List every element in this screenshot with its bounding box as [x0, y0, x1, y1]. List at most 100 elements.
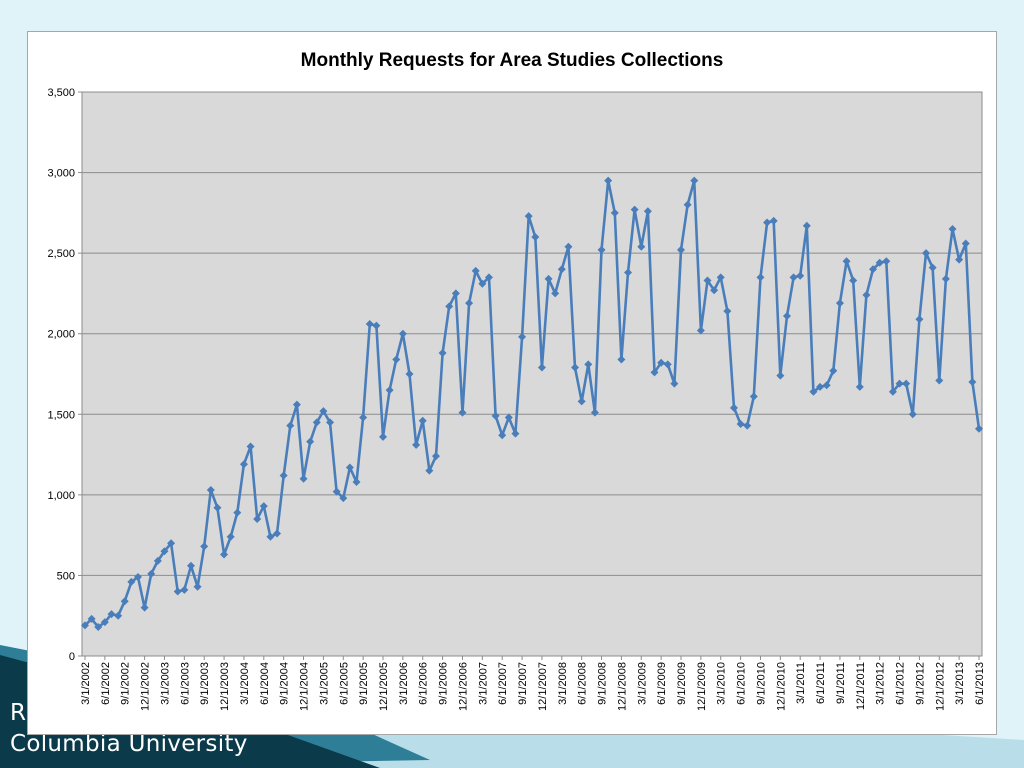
plot-area [81, 91, 983, 657]
data-point [279, 471, 288, 480]
data-point [213, 503, 222, 512]
data-point [127, 577, 136, 586]
data-point [478, 279, 487, 288]
data-point [650, 368, 659, 377]
data-point [849, 276, 858, 285]
data-point [604, 176, 613, 185]
x-tick-label: 12/1/2002 [140, 662, 152, 711]
data-point [193, 582, 202, 591]
data-point [379, 432, 387, 441]
data-point [690, 176, 699, 185]
data-point [226, 532, 235, 541]
data-point [564, 242, 573, 251]
x-axis-ticks: 3/1/2002 6/1/2002 9/1/2002 12/1/2002 3/1/200… [80, 656, 986, 711]
data-point [888, 387, 897, 396]
data-point [855, 382, 864, 391]
data-point [902, 379, 911, 388]
data-point [617, 355, 626, 364]
data-point [491, 411, 500, 420]
data-point [239, 460, 248, 469]
data-point [259, 502, 268, 511]
data-point [544, 274, 553, 283]
data-point [147, 569, 156, 578]
data-point [663, 360, 672, 369]
data-point [359, 413, 368, 422]
x-tick-label: 6/1/2003 [179, 662, 191, 705]
data-point [961, 239, 970, 248]
data-point [498, 431, 507, 440]
x-tick-label: 3/1/2005 [318, 662, 330, 705]
y-tick-label: 2,000 [47, 329, 75, 341]
data-point [537, 363, 546, 372]
x-tick-label: 9/1/2005 [358, 662, 370, 705]
x-tick-label: 12/1/2004 [299, 662, 311, 711]
y-tick-label: 3,500 [47, 87, 75, 99]
data-point [822, 381, 831, 390]
data-point [875, 258, 884, 267]
data-point [776, 371, 785, 380]
x-tick-label: 3/1/2002 [80, 662, 92, 705]
data-point [200, 542, 209, 551]
data-point [590, 408, 599, 417]
x-tick-label: 3/1/2008 [557, 662, 569, 705]
data-point [153, 556, 162, 565]
y-tick-label: 500 [57, 570, 75, 582]
data-point [643, 207, 652, 216]
x-tick-label: 3/1/2011 [795, 662, 807, 704]
data-point [895, 379, 904, 388]
data-point [610, 208, 619, 217]
x-tick-label: 12/1/2009 [696, 662, 708, 711]
data-point [869, 265, 878, 274]
y-axis-ticks: 0 500 1,000 1,500 2,000 2,500 3,000 3,500 [47, 87, 82, 663]
data-point [922, 249, 931, 258]
data-point [915, 315, 924, 324]
line-chart: Monthly Requests for Area Studies Collec… [47, 50, 986, 711]
data-point [511, 429, 520, 438]
data-point [789, 273, 798, 282]
data-point [968, 378, 977, 387]
x-tick-label: 6/1/2007 [497, 662, 509, 705]
chart-title: Monthly Requests for Area Studies Collec… [301, 50, 724, 71]
data-point [729, 403, 738, 412]
x-tick-label: 9/1/2010 [755, 662, 767, 705]
data-point [975, 424, 983, 433]
data-point [167, 539, 176, 548]
data-point [484, 273, 493, 282]
series [81, 176, 983, 631]
data-point [286, 421, 295, 430]
data-point [186, 561, 195, 570]
data-point [763, 218, 772, 227]
x-tick-label: 3/1/2006 [398, 662, 410, 705]
data-point [306, 437, 315, 446]
data-point [345, 463, 354, 472]
x-tick-label: 3/1/2007 [477, 662, 489, 705]
x-tick-label: 12/1/2005 [378, 662, 390, 711]
data-point [398, 329, 407, 338]
data-point [935, 376, 944, 385]
series-line [84, 179, 981, 629]
data-point [829, 366, 838, 375]
data-point [180, 585, 189, 594]
data-point [312, 418, 321, 427]
data-point [266, 532, 275, 541]
x-tick-label: 3/1/2012 [875, 662, 887, 705]
data-point [769, 216, 778, 225]
data-point [160, 547, 169, 556]
data-point [253, 515, 262, 524]
x-tick-label: 9/1/2002 [120, 662, 132, 705]
x-tick-label: 3/1/2009 [636, 662, 648, 705]
data-point [862, 291, 871, 300]
data-point [425, 466, 434, 475]
data-point [683, 200, 692, 209]
data-point [571, 363, 580, 372]
data-point [518, 332, 527, 341]
y-tick-label: 1,000 [47, 490, 75, 502]
footer-line-1: R [10, 700, 27, 726]
data-point [465, 299, 474, 308]
x-tick-label: 6/1/2009 [656, 662, 668, 705]
data-point [319, 407, 328, 416]
y-tick-label: 1,500 [47, 409, 75, 421]
data-point [326, 418, 335, 427]
data-point [928, 263, 937, 272]
data-point [418, 416, 427, 425]
